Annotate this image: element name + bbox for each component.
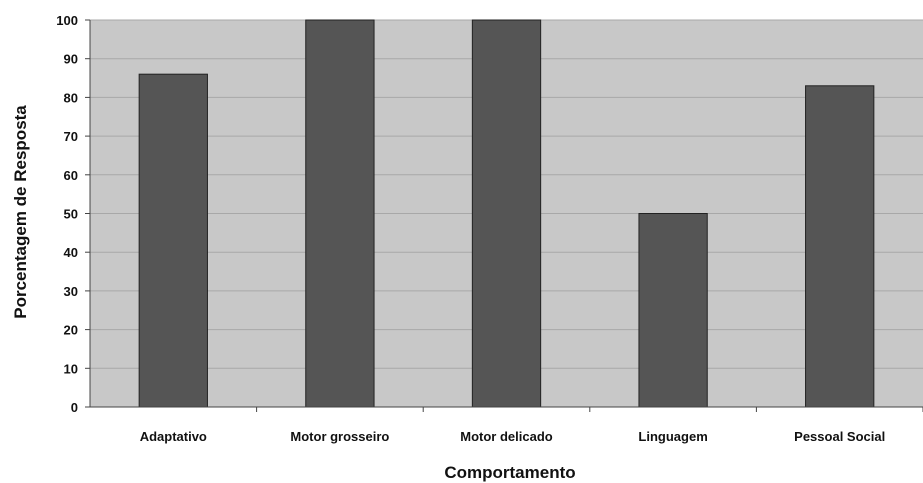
x-tick-label: Motor delicado bbox=[460, 429, 553, 444]
bars bbox=[138, 19, 875, 408]
x-tick-label: Motor grosseiro bbox=[290, 429, 389, 444]
x-axis-title: Comportamento bbox=[444, 463, 575, 482]
y-tick-label: 90 bbox=[64, 52, 78, 67]
bar-adaptativo bbox=[138, 73, 208, 408]
bar-linguagem bbox=[638, 213, 708, 408]
y-tick-label: 10 bbox=[64, 361, 78, 376]
y-tick-label: 50 bbox=[64, 207, 78, 222]
y-axis-ticks: 0 10 20 30 40 50 60 70 80 90 100 bbox=[56, 13, 90, 415]
x-tick-label: Adaptativo bbox=[140, 429, 207, 444]
y-tick-label: 30 bbox=[64, 284, 78, 299]
y-tick-label: 80 bbox=[64, 90, 78, 105]
x-tick-label: Pessoal Social bbox=[794, 429, 885, 444]
bar-motor-delicado bbox=[471, 19, 542, 408]
bar-motor-grosseiro bbox=[305, 19, 375, 408]
bar-pessoal-social bbox=[805, 85, 875, 408]
x-axis-ticks: Adaptativo Motor grosseiro Motor delicado L… bbox=[140, 407, 923, 444]
y-tick-label: 70 bbox=[64, 129, 78, 144]
y-tick-label: 60 bbox=[64, 168, 78, 183]
x-tick-label: Linguagem bbox=[638, 429, 707, 444]
y-axis-title: Porcentagem de Resposta bbox=[11, 105, 30, 319]
y-tick-label: 40 bbox=[64, 245, 78, 260]
y-tick-label: 0 bbox=[71, 400, 78, 415]
y-tick-label: 20 bbox=[64, 323, 78, 338]
y-tick-label: 100 bbox=[56, 13, 78, 28]
